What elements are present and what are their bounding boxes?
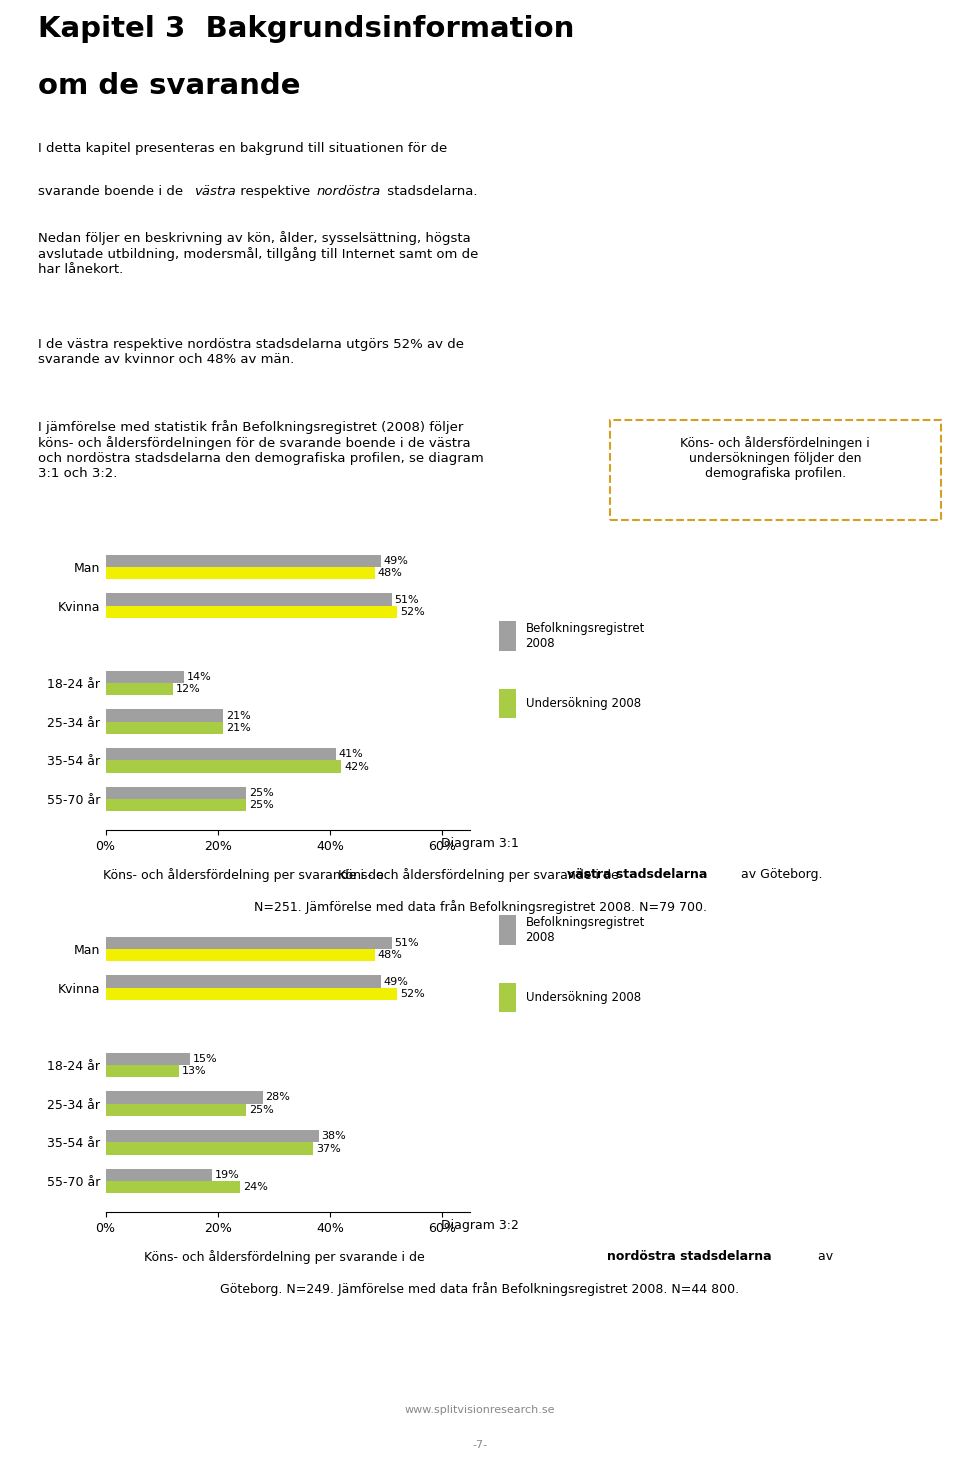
Text: 13%: 13% xyxy=(181,1066,206,1077)
Text: Köns- och åldersfördelning per svarande i de: Köns- och åldersfördelning per svarande … xyxy=(103,868,388,881)
Text: Nedan följer en beskrivning av kön, ålder, sysselsättning, högsta
avslutade utbi: Nedan följer en beskrivning av kön, ålde… xyxy=(38,231,479,276)
Bar xyxy=(106,761,342,773)
Text: 52%: 52% xyxy=(400,607,425,617)
Bar xyxy=(106,671,184,683)
Text: 21%: 21% xyxy=(227,711,251,721)
Text: I de västra respektive nordöstra stadsdelarna utgörs 52% av de
svarande av kvinn: I de västra respektive nordöstra stadsde… xyxy=(38,338,465,366)
Text: Undersökning 2008: Undersökning 2008 xyxy=(526,992,640,1003)
Text: 41%: 41% xyxy=(339,749,363,759)
Text: I jämförelse med statistik från Befolkningsregistret (2008) följer
köns- och åld: I jämförelse med statistik från Befolkni… xyxy=(38,420,484,480)
Text: Köns- och åldersfördelningen i
undersökningen följder den
demografiska profilen.: Köns- och åldersfördelningen i undersökn… xyxy=(681,436,870,480)
Text: 42%: 42% xyxy=(344,761,369,771)
Text: -7-: -7- xyxy=(472,1441,488,1450)
Text: Befolkningsregistret
2008: Befolkningsregistret 2008 xyxy=(526,915,645,945)
Bar xyxy=(106,593,392,605)
Bar xyxy=(106,1053,190,1065)
Text: I detta kapitel presenteras en bakgrund till situationen för de: I detta kapitel presenteras en bakgrund … xyxy=(38,142,447,156)
Text: nordöstra: nordöstra xyxy=(317,185,381,197)
Text: västra stadsdelarna: västra stadsdelarna xyxy=(567,868,708,881)
Bar xyxy=(499,983,516,1012)
Text: 48%: 48% xyxy=(378,569,402,579)
Text: 25%: 25% xyxy=(249,801,274,811)
Bar xyxy=(106,1181,240,1193)
Text: Kapitel 3  Bakgrundsinformation: Kapitel 3 Bakgrundsinformation xyxy=(38,15,575,43)
Text: svarande boende i de: svarande boende i de xyxy=(38,185,188,197)
Text: N=251. Jämförelse med data från Befolkningsregistret 2008. N=79 700.: N=251. Jämförelse med data från Befolkni… xyxy=(253,900,707,914)
Text: 25%: 25% xyxy=(249,1105,274,1115)
Bar xyxy=(106,1130,319,1143)
Bar xyxy=(106,1169,212,1181)
Text: 37%: 37% xyxy=(316,1143,341,1153)
Bar xyxy=(106,1143,313,1155)
Bar xyxy=(106,937,392,949)
Text: 19%: 19% xyxy=(215,1169,240,1180)
Bar xyxy=(106,987,397,1000)
Bar xyxy=(106,975,380,987)
Bar xyxy=(106,1065,179,1077)
Text: nordöstra stadsdelarna: nordöstra stadsdelarna xyxy=(607,1250,772,1263)
Text: 48%: 48% xyxy=(378,950,402,961)
Text: 51%: 51% xyxy=(395,595,420,605)
Bar xyxy=(106,748,336,761)
Text: 14%: 14% xyxy=(187,671,212,682)
Text: 38%: 38% xyxy=(322,1131,347,1141)
Text: Undersökning 2008: Undersökning 2008 xyxy=(526,698,640,710)
Bar xyxy=(499,621,516,651)
Text: 52%: 52% xyxy=(400,989,425,999)
Text: 28%: 28% xyxy=(266,1093,291,1103)
Text: stadsdelarna.: stadsdelarna. xyxy=(383,185,477,197)
Text: om de svarande: om de svarande xyxy=(38,72,300,100)
Bar xyxy=(106,799,246,811)
Text: av Göteborg.: av Göteborg. xyxy=(737,868,823,881)
Bar xyxy=(106,555,380,567)
Text: 49%: 49% xyxy=(383,555,408,566)
Bar xyxy=(106,949,375,961)
Text: västra: västra xyxy=(194,185,236,197)
Text: 21%: 21% xyxy=(227,723,251,733)
Bar xyxy=(106,605,397,618)
Text: respektive: respektive xyxy=(236,185,315,197)
Bar xyxy=(499,689,516,718)
Text: 12%: 12% xyxy=(176,685,201,695)
Bar xyxy=(106,1103,246,1116)
Bar xyxy=(106,683,173,695)
Text: Göteborg. N=249. Jämförelse med data från Befolkningsregistret 2008. N=44 800.: Göteborg. N=249. Jämförelse med data frå… xyxy=(221,1282,739,1296)
Bar xyxy=(499,915,516,945)
Text: Köns- och åldersfördelning per svarande i de: Köns- och åldersfördelning per svarande … xyxy=(338,868,622,881)
Text: 24%: 24% xyxy=(243,1183,268,1193)
Bar xyxy=(106,721,224,734)
Bar xyxy=(106,710,224,721)
Text: 15%: 15% xyxy=(193,1053,217,1064)
Text: 25%: 25% xyxy=(249,787,274,798)
Bar xyxy=(106,567,375,579)
Text: Befolkningsregistret
2008: Befolkningsregistret 2008 xyxy=(526,621,645,651)
Text: av: av xyxy=(814,1250,833,1263)
Text: Köns- och åldersfördelning per svarande i de: Köns- och åldersfördelning per svarande … xyxy=(144,1250,429,1263)
Bar xyxy=(106,1091,263,1103)
Text: www.splitvisionresearch.se: www.splitvisionresearch.se xyxy=(405,1406,555,1415)
Bar xyxy=(106,787,246,799)
Text: 51%: 51% xyxy=(395,937,420,948)
Text: Köns- och åldersfördelning per svarande i de västra stadsdelarna av Göteborg.: Köns- och åldersfördelning per svarande … xyxy=(232,868,728,881)
Text: 49%: 49% xyxy=(383,977,408,987)
Text: Diagram 3:2: Diagram 3:2 xyxy=(441,1219,519,1232)
Text: Diagram 3:1: Diagram 3:1 xyxy=(441,837,519,851)
